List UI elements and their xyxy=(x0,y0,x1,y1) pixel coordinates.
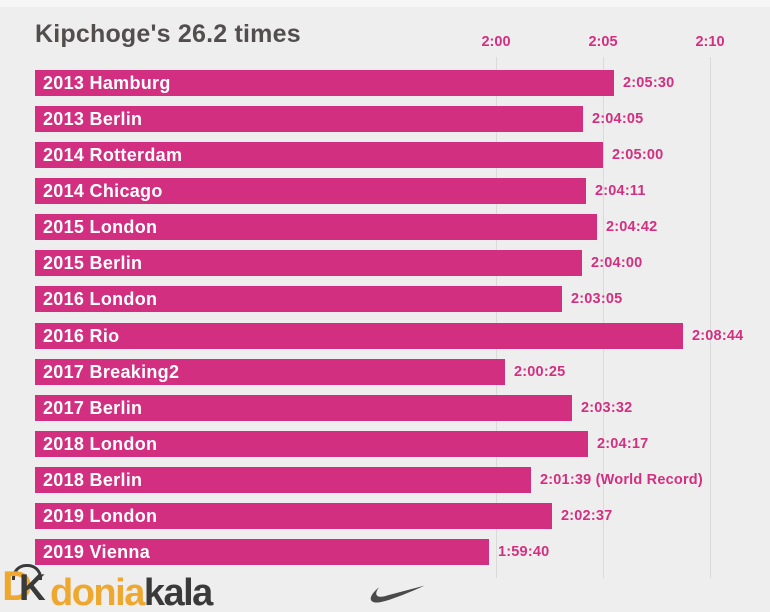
bar-label: 2013 Berlin xyxy=(43,109,143,129)
bar-label: 2019 London xyxy=(43,506,158,526)
bar-row: 2015 London xyxy=(35,214,597,240)
bar-row: 2016 Rio xyxy=(35,323,683,349)
time-value: 2:03:32 xyxy=(581,400,633,416)
bar-row: 2014 Chicago xyxy=(35,178,586,204)
bar-label: 2018 London xyxy=(43,434,158,454)
time-label: 2:03:05 xyxy=(571,286,622,312)
time-value: 2:03:05 xyxy=(571,291,623,307)
axis-tick-label: 2:05 xyxy=(588,34,618,50)
logo-text-donia: donia xyxy=(50,571,145,612)
bar-row: 2017 Breaking2 xyxy=(35,359,505,385)
time-value: 2:04:17 xyxy=(597,436,649,452)
axis-tick-label: 2:10 xyxy=(695,34,725,50)
bag-handle-icon xyxy=(12,564,42,580)
bar-row: 2018 London xyxy=(35,431,588,457)
bar-label: 2017 Breaking2 xyxy=(43,362,180,382)
bar-label: 2016 London xyxy=(43,289,158,309)
doniakala-logo: D K doniakala xyxy=(2,564,213,612)
time-label: 2:02:37 xyxy=(561,503,612,529)
monogram-letter-k: K xyxy=(19,567,46,608)
logo-wordmark: doniakala xyxy=(50,571,213,612)
top-strip xyxy=(0,0,770,7)
bar-row: 2013 Hamburg xyxy=(35,70,614,96)
bar-label: 2017 Berlin xyxy=(43,398,143,418)
time-value: 2:04:11 xyxy=(595,183,646,199)
bar-label: 2014 Rotterdam xyxy=(43,145,183,165)
nike-swoosh-icon xyxy=(370,585,425,603)
time-label: 2:04:11 xyxy=(595,178,646,204)
axis-gridline xyxy=(496,57,497,578)
bar-label: 2016 Rio xyxy=(43,326,120,346)
time-value: 2:00:25 xyxy=(514,364,566,380)
time-label: 2:05:00 xyxy=(612,142,663,168)
bar-label: 2018 Berlin xyxy=(43,470,143,490)
axis-gridline xyxy=(710,57,711,578)
time-value: 2:05:30 xyxy=(623,75,675,91)
bar-label: 2015 Berlin xyxy=(43,253,143,273)
bar-row: 2019 London xyxy=(35,503,552,529)
time-label: 2:05:30 xyxy=(623,70,674,96)
logo-text-kala: kala xyxy=(143,571,213,612)
time-label: 2:00:25 xyxy=(514,359,565,385)
time-value: 2:04:00 xyxy=(591,255,643,271)
bar-row: 2018 Berlin xyxy=(35,467,531,493)
time-label: 2:08:44 xyxy=(692,323,743,349)
time-label: 2:01:39 (World Record) xyxy=(540,467,703,493)
time-label: 2:04:05 xyxy=(592,106,643,132)
bar-row: 2014 Rotterdam xyxy=(35,142,603,168)
chart-title: Kipchoge's 26.2 times xyxy=(35,20,301,48)
bar-label: 2015 London xyxy=(43,217,158,237)
time-label: 2:04:17 xyxy=(597,431,648,457)
time-label: 1:59:40 xyxy=(498,539,549,565)
time-label: 2:04:42 xyxy=(606,214,657,240)
bar-label: 2014 Chicago xyxy=(43,181,163,201)
dk-monogram-icon: D K xyxy=(2,564,50,612)
time-value: 2:04:05 xyxy=(592,111,644,127)
monogram-letter-d: D xyxy=(2,562,33,609)
axis-tick-label: 2:00 xyxy=(481,34,511,50)
bar-row: 2017 Berlin xyxy=(35,395,572,421)
bar-row: 2013 Berlin xyxy=(35,106,583,132)
time-label: 2:03:32 xyxy=(581,395,632,421)
bar-label: 2019 Vienna xyxy=(43,542,151,562)
time-value: 2:02:37 xyxy=(561,508,613,524)
bar-label: 2013 Hamburg xyxy=(43,73,171,93)
bar-row: 2019 Vienna xyxy=(35,539,489,565)
time-value: 2:01:39 xyxy=(540,472,592,488)
axis-gridline xyxy=(603,57,604,578)
world-record-annotation: (World Record) xyxy=(591,472,703,488)
time-value: 2:05:00 xyxy=(612,147,664,163)
time-value: 2:04:42 xyxy=(606,219,658,235)
bar-row: 2016 London xyxy=(35,286,562,312)
time-value: 1:59:40 xyxy=(498,544,550,560)
time-value: 2:08:44 xyxy=(692,328,744,344)
time-label: 2:04:00 xyxy=(591,250,642,276)
bar-row: 2015 Berlin xyxy=(35,250,582,276)
